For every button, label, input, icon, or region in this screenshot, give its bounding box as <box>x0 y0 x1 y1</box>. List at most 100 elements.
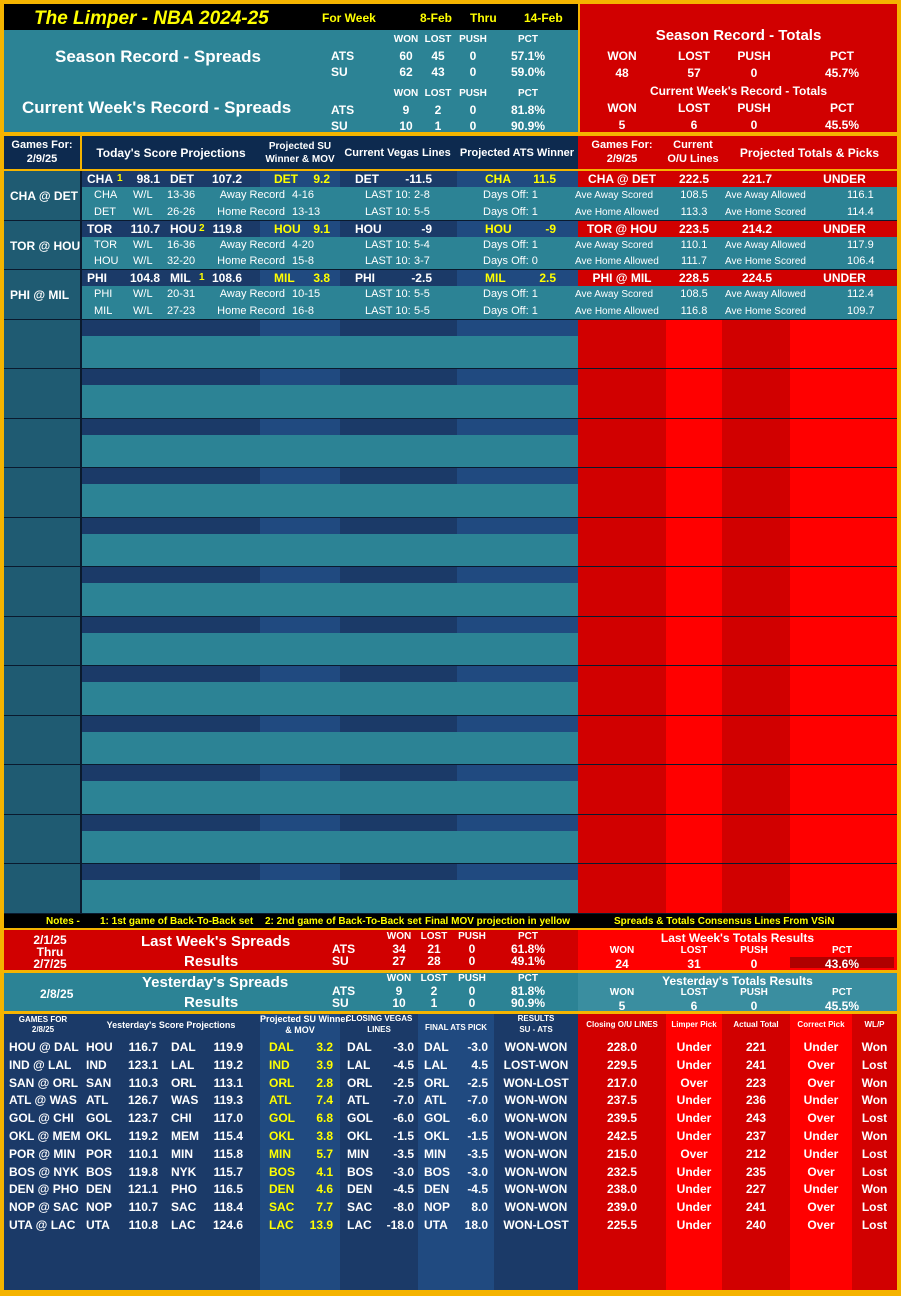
empty-pick <box>790 765 897 814</box>
results-column <box>340 1014 418 1290</box>
record-value: 60 <box>399 49 413 63</box>
result-wlp: Won <box>861 1182 888 1197</box>
ave2-value: 109.7 <box>847 304 875 317</box>
record-value: 2 <box>434 103 442 117</box>
projected-total: 214.2 <box>741 221 773 236</box>
row-label: SU <box>332 954 349 968</box>
result-ats-line: -4.5 <box>467 1182 488 1197</box>
col-header: PCT <box>832 987 852 998</box>
last10-label: LAST 10: <box>365 304 411 317</box>
record-value: 0 <box>750 957 758 971</box>
last10-value: 5-5 <box>414 304 430 317</box>
empty-cell <box>260 864 340 880</box>
record-value: 0 <box>469 49 477 63</box>
rh-closing-ou: Closing O/U LINES <box>586 1020 658 1029</box>
record-label: Home Record <box>217 304 285 317</box>
result-su-ats: WON-WON <box>504 1111 568 1126</box>
last-week-title2: Results <box>184 953 239 970</box>
result-away-score: 110.1 <box>128 1146 158 1161</box>
away-score: 104.8 <box>129 271 160 285</box>
col-header: WON <box>393 88 419 99</box>
week-spreads-title: Current Week's Record - Spreads <box>22 98 292 117</box>
empty-cell <box>457 418 578 435</box>
record-value: 1 <box>434 119 442 133</box>
ave1-label: Ave Home Allowed <box>575 305 659 317</box>
col-header: PUSH <box>737 101 771 115</box>
stats-rows <box>82 731 578 765</box>
rh-games-2: 2/8/25 <box>31 1025 55 1034</box>
ats-line: 11.5 <box>533 172 556 186</box>
stats-rows <box>82 236 578 270</box>
record-value: 27 <box>392 954 406 968</box>
rh-correct-pick: Correct Pick <box>797 1020 845 1029</box>
home-b2b: 1 <box>199 272 205 283</box>
result-matchup: GOL @ CHI <box>9 1111 74 1126</box>
ave2-value: 114.4 <box>847 205 874 218</box>
row-line <box>4 813 897 815</box>
cell-sep <box>80 616 82 666</box>
empty-cell <box>457 616 578 633</box>
result-away-score: 123.7 <box>127 1111 158 1126</box>
result-su-team: IND <box>269 1057 290 1072</box>
result-wlp: Won <box>861 1040 888 1054</box>
games-for-label-r: Games For: <box>591 139 653 151</box>
rh-results-2: SU - ATS <box>519 1025 553 1034</box>
rh-final-ats: FINAL ATS PICK <box>424 1023 488 1032</box>
games-for-date: 2/9/25 <box>26 153 58 165</box>
result-ats-team: GOL <box>424 1111 450 1126</box>
empty-pick <box>790 814 897 864</box>
result-ats-team: MIN <box>424 1146 446 1161</box>
empty-ou <box>666 715 722 765</box>
last10-label: LAST 10: <box>365 238 411 251</box>
cell-sep <box>80 468 82 517</box>
result-su-team: DEN <box>269 1182 295 1197</box>
ave2-label: Ave Home Scored <box>725 305 806 317</box>
result-ats-line: -2.5 <box>467 1075 488 1090</box>
col-header: PUSH <box>740 945 768 956</box>
results-column <box>418 1014 494 1290</box>
result-ats-team: ORL <box>424 1075 450 1090</box>
record-value: 0 <box>469 103 477 117</box>
row-line <box>4 516 897 518</box>
result-closing-ou: 237.5 <box>606 1093 638 1108</box>
result-actual-total: 241 <box>745 1200 767 1215</box>
rh-su-2: & MOV <box>285 1025 315 1035</box>
record-value: 62 <box>399 65 413 79</box>
result-away-score: 110.7 <box>128 1200 158 1215</box>
result-actual-total: 241 <box>745 1057 767 1072</box>
game-matchup: CHA @ DET <box>10 189 78 203</box>
result-su-mov: 3.8 <box>316 1129 333 1143</box>
result-vegas-line: -3.0 <box>393 1164 414 1179</box>
empty-cell <box>260 666 340 682</box>
row-line <box>4 566 897 567</box>
col-header: PCT <box>832 945 852 956</box>
games-for-date-r: 2/9/25 <box>606 153 638 165</box>
record-value: 21 <box>427 942 441 956</box>
row-label: SU <box>331 65 348 79</box>
stats-rows <box>82 632 578 666</box>
ou-header-2: O/U Lines <box>667 153 719 165</box>
notes-bar <box>4 914 897 928</box>
col-header: WON <box>607 49 637 63</box>
days-off: Days Off: 1 <box>483 288 538 300</box>
empty-cell <box>260 418 340 435</box>
result-home-score: 119.2 <box>213 1057 243 1072</box>
matchup-cell <box>4 369 80 418</box>
ats-line: 2.5 <box>539 271 556 285</box>
record-value: 28 <box>427 954 441 968</box>
su-cell <box>260 171 340 187</box>
record-value: 6 <box>690 118 698 132</box>
result-actual-total: 236 <box>745 1093 767 1108</box>
result-correct-pick: Over <box>807 1111 835 1126</box>
empty-pick <box>790 517 897 567</box>
total-pick: UNDER <box>823 172 866 186</box>
rh-limper-pick: Limper Pick <box>671 1020 717 1029</box>
record-value: 59.0% <box>510 65 546 79</box>
matchup-cell <box>4 814 80 864</box>
last-week-date2: 2/7/25 <box>33 957 67 971</box>
rh-closing-2: LINES <box>367 1025 391 1034</box>
wl-label: W/L <box>133 288 153 300</box>
empty-ou <box>666 517 722 567</box>
vegas-team: PHI <box>355 271 376 285</box>
